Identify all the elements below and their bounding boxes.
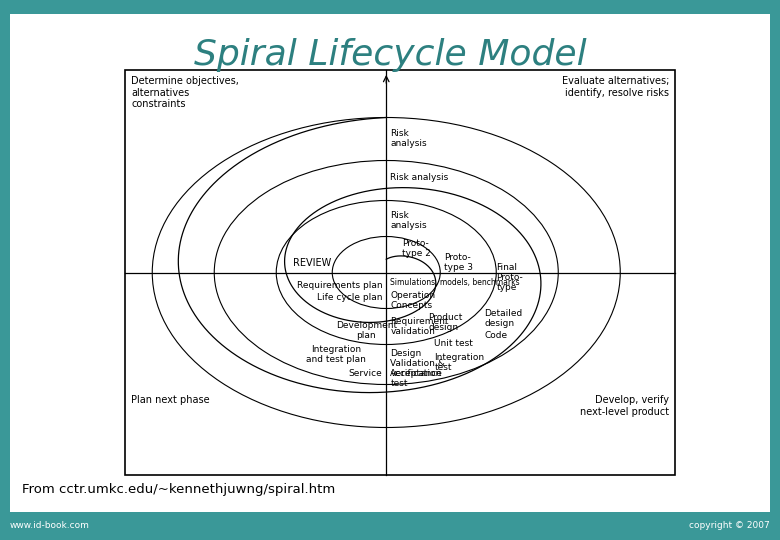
Text: Simulations, models, benchmarks: Simulations, models, benchmarks xyxy=(390,279,520,287)
Text: From cctr.umkc.edu/~kennethjuwng/spiral.htm: From cctr.umkc.edu/~kennethjuwng/spiral.… xyxy=(22,483,335,496)
Text: Proto-
type 2: Proto- type 2 xyxy=(402,239,431,258)
Text: Risk analysis: Risk analysis xyxy=(390,172,448,181)
Text: Code: Code xyxy=(484,330,507,340)
Text: Requirement
validation: Requirement validation xyxy=(390,316,448,336)
Text: REVIEW: REVIEW xyxy=(293,258,331,267)
Text: Determine objectives,
alternatives
constraints: Determine objectives, alternatives const… xyxy=(131,76,239,109)
Bar xyxy=(125,70,675,475)
Bar xyxy=(0,512,780,540)
Text: Risk
analysis: Risk analysis xyxy=(390,129,427,148)
Text: Design
Validation &
verification: Design Validation & verification xyxy=(390,348,445,379)
Text: Integration
test: Integration test xyxy=(434,353,484,372)
Text: Integration
and test plan: Integration and test plan xyxy=(307,345,366,364)
Text: copyright © 2007: copyright © 2007 xyxy=(690,522,770,530)
Text: Unit test: Unit test xyxy=(434,339,473,348)
Text: Service: Service xyxy=(349,368,382,377)
Text: Proto-
type 3: Proto- type 3 xyxy=(445,253,473,272)
Text: Operation
Concepts: Operation Concepts xyxy=(390,291,435,310)
Text: Life cycle plan: Life cycle plan xyxy=(317,293,382,301)
Text: Acceptance
test: Acceptance test xyxy=(390,368,443,388)
Text: Final
Proto-
type: Final Proto- type xyxy=(496,262,523,292)
Text: www.id-book.com: www.id-book.com xyxy=(10,522,90,530)
Text: Detailed
design: Detailed design xyxy=(484,308,523,328)
Text: Plan next phase: Plan next phase xyxy=(131,395,210,405)
Text: Develop, verify
next-level product: Develop, verify next-level product xyxy=(580,395,669,416)
Text: Product
design: Product design xyxy=(428,313,463,332)
Text: Requirements plan: Requirements plan xyxy=(296,280,382,289)
Text: Spiral Lifecycle Model: Spiral Lifecycle Model xyxy=(193,38,587,72)
Text: Risk
analysis: Risk analysis xyxy=(390,211,427,230)
Text: Evaluate alternatives;
identify, resolve risks: Evaluate alternatives; identify, resolve… xyxy=(562,76,669,98)
Text: Development
plan: Development plan xyxy=(335,321,397,340)
